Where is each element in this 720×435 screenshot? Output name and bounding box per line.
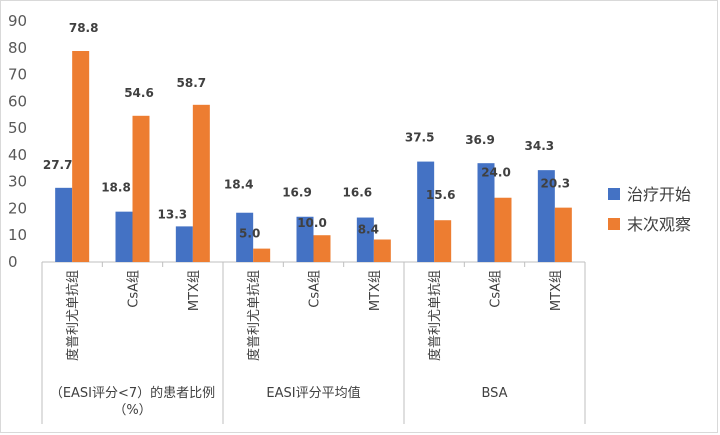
data-labels: 27.7 78.8 18.8 54.6 13.3 58.7 18.4 5.0 16.9 10.0 1… [43, 21, 570, 241]
data-label: 37.5 [405, 131, 435, 145]
x-category-label: 度普利尤单抗组 [246, 270, 262, 361]
data-label: 10.0 [297, 216, 327, 230]
data-label: 27.7 [43, 158, 73, 172]
x-category-label: CsA组 [127, 270, 142, 308]
bar [417, 161, 435, 262]
x-category-label: MTX组 [549, 270, 564, 311]
x-category-label: CsA组 [308, 270, 323, 308]
bar [175, 226, 193, 262]
group-label: BSA [481, 386, 507, 401]
y-tick-label: 70 [8, 66, 27, 84]
group-label-line: （%） [113, 403, 151, 418]
y-tick-label: 10 [8, 226, 27, 244]
data-label: 54.6 [124, 86, 154, 100]
bar [494, 197, 512, 262]
data-label: 16.6 [343, 186, 373, 200]
y-tick-label: 50 [8, 119, 27, 137]
y-tick-label: 60 [8, 92, 27, 110]
data-label: 15.6 [426, 188, 456, 202]
bar [373, 239, 391, 262]
bar [132, 115, 150, 262]
y-tick-label: 80 [8, 39, 27, 57]
bar [434, 220, 452, 262]
data-label: 13.3 [158, 207, 188, 221]
y-tick-label: 90 [8, 12, 27, 30]
bar [296, 216, 314, 262]
bar [477, 163, 495, 262]
data-label: 18.4 [224, 178, 254, 192]
x-category-label: MTX组 [368, 270, 383, 311]
bar [356, 217, 374, 262]
y-tick-label: 40 [8, 146, 27, 164]
x-category-label: MTX组 [187, 270, 202, 311]
bar [554, 207, 572, 262]
legend-swatch [608, 218, 620, 230]
bar [253, 248, 271, 262]
data-label: 78.8 [69, 21, 99, 35]
y-tick-label: 20 [8, 199, 27, 217]
x-category-label: 度普利尤单抗组 [65, 270, 81, 361]
group-label: （EASI评分<7）的患者比例 （%） [50, 385, 215, 418]
data-label: 24.0 [481, 166, 511, 180]
bar [115, 211, 133, 262]
data-label: 34.3 [525, 139, 555, 153]
y-tick-label: 0 [8, 253, 18, 271]
group-label: EASI评分平均值 [266, 385, 360, 401]
bars [55, 50, 572, 262]
data-label: 36.9 [465, 133, 495, 147]
legend-label: 末次观察 [627, 215, 691, 234]
y-axis: 0 10 20 30 40 50 60 70 80 90 [8, 12, 27, 271]
bar [72, 50, 90, 262]
data-label: 16.9 [282, 186, 312, 200]
x-category-label: 度普利尤单抗组 [427, 270, 443, 361]
bar [192, 104, 210, 262]
bar [537, 170, 555, 262]
y-tick-label: 30 [8, 173, 27, 191]
data-label: 58.7 [177, 76, 207, 90]
bar [236, 212, 254, 262]
bar [55, 187, 73, 262]
x-category-label: CsA组 [489, 270, 504, 308]
bar [313, 235, 331, 262]
legend-swatch [608, 188, 620, 200]
x-axis: 度普利尤单抗组 CsA组 MTX组 度普利尤单抗组 CsA组 MTX组 度普利尤单抗组 CsA… [41, 261, 586, 424]
data-label: 18.8 [101, 181, 131, 195]
group-label-line: （EASI评分<7）的患者比例 [50, 385, 215, 401]
data-label: 5.0 [239, 227, 260, 241]
data-label: 20.3 [541, 177, 571, 191]
data-label: 8.4 [358, 223, 379, 237]
legend-label: 治疗开始 [627, 185, 691, 204]
